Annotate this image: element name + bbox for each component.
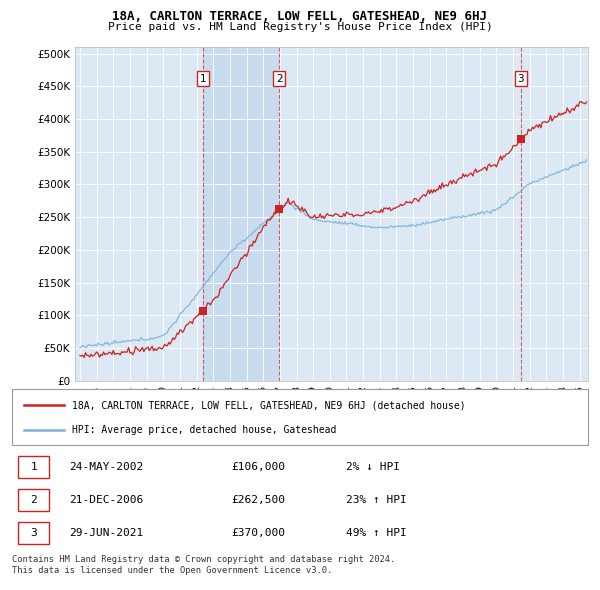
Text: 18A, CARLTON TERRACE, LOW FELL, GATESHEAD, NE9 6HJ (detached house): 18A, CARLTON TERRACE, LOW FELL, GATESHEA…	[73, 400, 466, 410]
Bar	[203, 47, 279, 381]
FancyBboxPatch shape	[12, 389, 588, 445]
Text: Price paid vs. HM Land Registry's House Price Index (HPI): Price paid vs. HM Land Registry's House …	[107, 22, 493, 32]
Text: 1: 1	[199, 74, 206, 84]
Text: 3: 3	[30, 528, 37, 538]
Text: HPI: Average price, detached house, Gateshead: HPI: Average price, detached house, Gate…	[73, 425, 337, 435]
Text: 23% ↑ HPI: 23% ↑ HPI	[346, 495, 407, 505]
Text: 21-DEC-2006: 21-DEC-2006	[70, 495, 144, 505]
Text: £262,500: £262,500	[231, 495, 285, 505]
Text: Contains HM Land Registry data © Crown copyright and database right 2024.: Contains HM Land Registry data © Crown c…	[12, 555, 395, 563]
Text: £370,000: £370,000	[231, 528, 285, 538]
Text: 2: 2	[276, 74, 283, 84]
Text: 2% ↓ HPI: 2% ↓ HPI	[346, 462, 400, 472]
FancyBboxPatch shape	[18, 489, 49, 512]
FancyBboxPatch shape	[18, 455, 49, 478]
Text: 29-JUN-2021: 29-JUN-2021	[70, 528, 144, 538]
Text: This data is licensed under the Open Government Licence v3.0.: This data is licensed under the Open Gov…	[12, 566, 332, 575]
Text: 1: 1	[30, 462, 37, 472]
Text: 18A, CARLTON TERRACE, LOW FELL, GATESHEAD, NE9 6HJ: 18A, CARLTON TERRACE, LOW FELL, GATESHEA…	[113, 10, 487, 23]
Text: 49% ↑ HPI: 49% ↑ HPI	[346, 528, 407, 538]
FancyBboxPatch shape	[18, 522, 49, 545]
Text: 2: 2	[30, 495, 37, 505]
Text: 3: 3	[517, 74, 524, 84]
Text: 24-MAY-2002: 24-MAY-2002	[70, 462, 144, 472]
Text: £106,000: £106,000	[231, 462, 285, 472]
